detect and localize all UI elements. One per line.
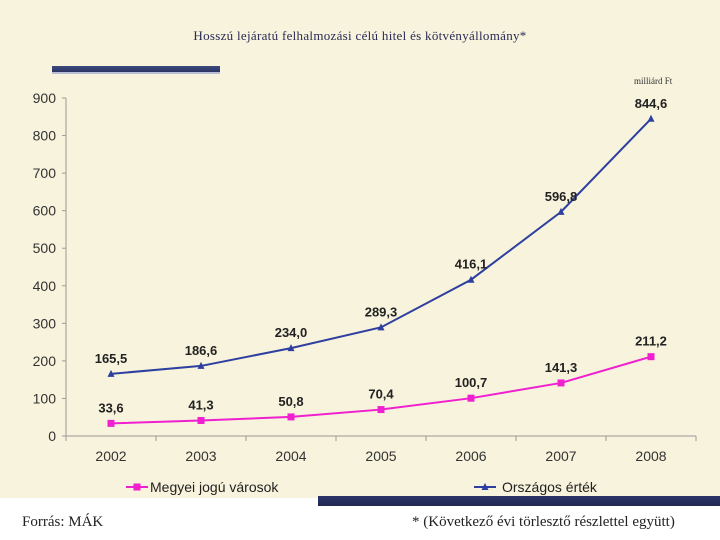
data-label: 186,6 xyxy=(185,343,218,358)
data-label: 289,3 xyxy=(365,304,398,319)
footer-note: * (Következő évi törlesztő részlettel eg… xyxy=(412,514,675,530)
y-tick-label: 100 xyxy=(33,390,57,406)
data-label: 844,6 xyxy=(635,96,668,111)
data-point-square xyxy=(467,394,475,402)
data-label: 70,4 xyxy=(368,387,394,402)
data-label: 596,8 xyxy=(545,189,578,204)
series-line-triangle xyxy=(110,118,652,375)
legend-marker-square xyxy=(133,483,141,491)
y-tick-label: 400 xyxy=(33,278,57,294)
x-tick-label: 2004 xyxy=(275,448,306,464)
data-label: 234,0 xyxy=(275,325,308,340)
y-tick-label: 800 xyxy=(33,128,57,144)
data-point-square xyxy=(377,406,385,414)
data-point-triangle xyxy=(647,114,655,122)
unit-label: milliárd Ft xyxy=(634,76,673,86)
title-accent-bar xyxy=(52,66,220,72)
x-tick-label: 2002 xyxy=(95,448,126,464)
legend-label: Országos érték xyxy=(502,479,598,495)
x-tick-label: 2006 xyxy=(455,448,486,464)
data-label: 416,1 xyxy=(455,257,488,272)
data-point-triangle xyxy=(197,361,205,369)
legend-label: Megyei jogú városok xyxy=(150,479,279,495)
data-label: 141,3 xyxy=(545,360,578,375)
data-label: 100,7 xyxy=(455,375,488,390)
data-point-triangle xyxy=(287,344,295,352)
data-label: 33,6 xyxy=(98,400,123,415)
legend-marker-triangle xyxy=(481,483,489,490)
footer-accent-bar xyxy=(318,496,720,506)
data-point-triangle xyxy=(557,207,565,215)
x-tick-label: 2005 xyxy=(365,448,396,464)
y-tick-label: 200 xyxy=(33,353,57,369)
x-tick-label: 2003 xyxy=(185,448,216,464)
y-tick-label: 600 xyxy=(33,203,57,219)
data-point-square xyxy=(287,413,295,421)
data-point-triangle xyxy=(377,323,385,331)
chart-title: Hosszú lejáratú felhalmozási célú hitel … xyxy=(193,28,527,43)
data-point-square xyxy=(107,419,115,427)
y-tick-label: 900 xyxy=(33,90,57,106)
data-point-square xyxy=(557,379,565,387)
data-label: 165,5 xyxy=(95,351,128,366)
x-tick-label: 2007 xyxy=(545,448,576,464)
x-tick-label: 2008 xyxy=(635,448,666,464)
y-tick-label: 500 xyxy=(33,240,57,256)
data-label: 211,2 xyxy=(635,334,667,349)
y-tick-label: 0 xyxy=(48,428,56,444)
y-tick-label: 700 xyxy=(33,165,57,181)
data-point-triangle xyxy=(107,369,115,377)
y-tick-label: 300 xyxy=(33,315,57,331)
data-label: 50,8 xyxy=(278,394,303,409)
data-label: 41,3 xyxy=(188,397,213,412)
data-point-triangle xyxy=(467,275,475,283)
data-point-square xyxy=(197,416,205,424)
data-point-square xyxy=(647,353,655,361)
footer-source: Forrás: MÁK xyxy=(22,514,104,530)
